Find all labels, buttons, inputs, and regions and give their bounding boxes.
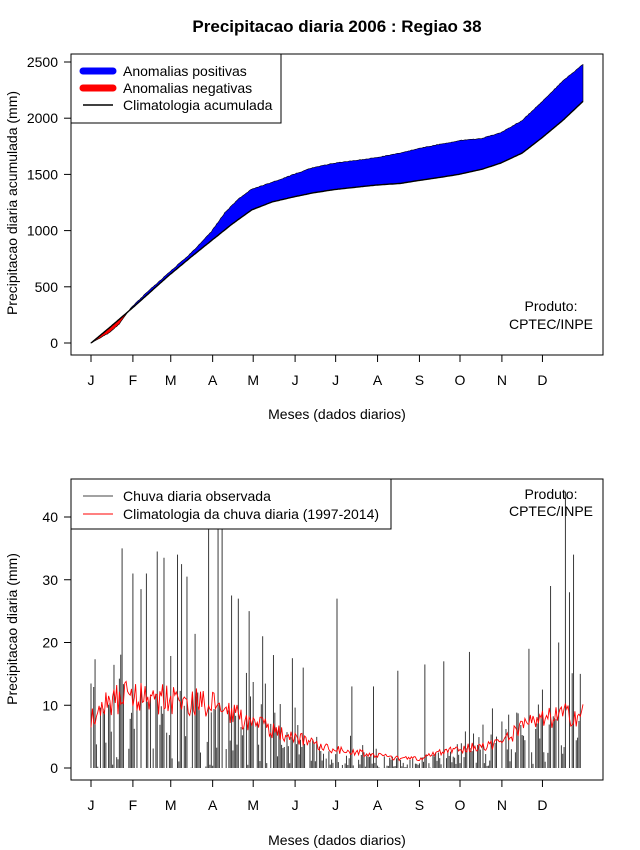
x-tick-label: J [88,372,95,388]
y-tick-label: 0 [50,335,58,351]
x-tick-label: M [165,797,177,813]
legend-label-positive: Anomalias positivas [123,63,247,79]
y-tick-label: 20 [42,635,58,651]
x-tick-label: A [373,797,383,813]
x-tick-label: J [332,372,339,388]
x-tick-label: A [208,797,218,813]
y-axis-top: 0 500 1000 1500 2000 2500 [27,54,72,351]
x-tick-label: J [332,797,339,813]
cumulative-chart: Precipitacao diaria 2006 : Regiao 38 0 50… [4,17,604,422]
x-tick-label: O [455,797,466,813]
y-tick-label: 2000 [27,110,58,126]
y-axis-label-top: Precipitacao diaria acumulada (mm) [4,91,20,315]
x-tick-label: A [373,372,383,388]
legend-top: Anomalias positivas Anomalias negativas … [70,53,282,124]
legend-bottom: Chuva diaria observada Climatologia da c… [70,478,392,530]
x-tick-label: F [129,797,138,813]
annotation-cptec-top: CPTEC/INPE [509,316,593,332]
x-tick-label: S [415,372,424,388]
x-tick-label: M [247,372,259,388]
x-tick-label: D [537,372,547,388]
x-tick-label: M [247,797,259,813]
x-tick-label: M [165,372,177,388]
y-axis-label-bottom: Precipitacao diaria (mm) [4,553,20,705]
daily-climatology-line [90,680,584,762]
x-tick-label: J [88,797,95,813]
annotation-produto-bottom: Produto: [525,486,578,502]
x-tick-label: F [129,372,138,388]
x-tick-label: O [455,372,466,388]
x-tick-label: J [292,372,299,388]
daily-chart: 0 10 20 30 40 J F M A M J J A S O N D Meses (dados diar… [4,478,604,848]
x-tick-label: A [208,372,218,388]
x-tick-label: N [497,797,507,813]
x-tick-label: N [497,372,507,388]
y-tick-label: 0 [50,760,58,776]
x-axis-label-bottom: Meses (dados diarios) [268,832,406,848]
annotation-produto-top: Produto: [525,298,578,314]
legend-label-observed: Chuva diaria observada [123,488,271,504]
annotation-cptec-bottom: CPTEC/INPE [509,503,593,519]
x-tick-label: S [415,797,424,813]
legend-box-bottom [70,478,392,530]
chart-title: Precipitacao diaria 2006 : Regiao 38 [192,17,481,36]
y-tick-label: 10 [42,697,58,713]
y-tick-label: 1000 [27,223,58,239]
x-tick-label: J [292,797,299,813]
y-tick-label: 500 [35,279,59,295]
legend-label-climatology: Climatologia acumulada [123,97,273,113]
x-tick-label: D [537,797,547,813]
climatology-cumulative-line [90,100,584,344]
y-tick-label: 2500 [27,54,58,70]
y-tick-label: 1500 [27,166,58,182]
y-tick-label: 30 [42,572,58,588]
legend-label-negative: Anomalias negativas [123,80,252,96]
legend-label-daily-climatology: Climatologia da chuva diaria (1997-2014) [123,506,379,522]
y-tick-label: 40 [42,509,58,525]
x-axis-label-top: Meses (dados diarios) [268,406,406,422]
y-axis-bottom: 0 10 20 30 40 [42,509,72,776]
